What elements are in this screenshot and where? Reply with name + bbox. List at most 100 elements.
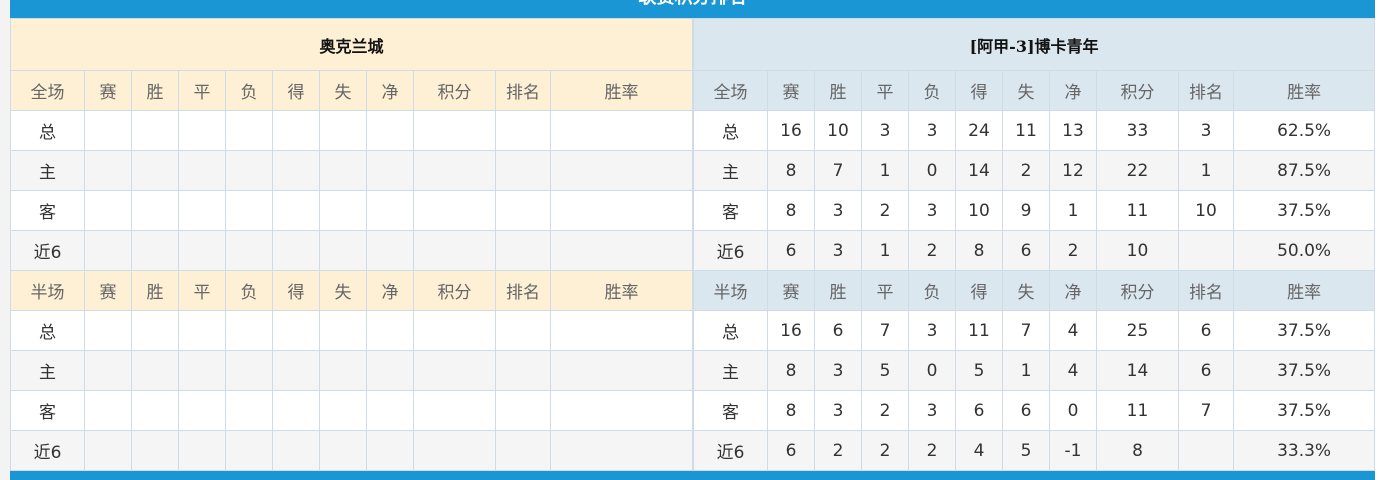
column-header: 得	[272, 270, 320, 311]
stat-cell	[84, 310, 132, 351]
stat-cell: 37.5%	[1232, 310, 1376, 351]
stat-cell: 0	[908, 150, 956, 191]
stat-cell: 1	[1178, 150, 1234, 191]
stat-cell	[413, 150, 496, 191]
stat-cell: 1	[861, 150, 909, 191]
column-header: 胜率	[1232, 270, 1376, 311]
table-row: 主 8 7 1 0 14 2 12 22 1 87.5%	[693, 150, 1376, 191]
team-name: [阿甲-3]博卡青年	[692, 18, 1376, 71]
column-header: 半场	[693, 270, 768, 311]
stat-cell: 24	[955, 110, 1003, 151]
column-header: 负	[908, 270, 956, 311]
column-header: 全场	[10, 70, 85, 111]
column-header: 胜率	[1232, 70, 1376, 111]
stat-cell: 2	[1049, 230, 1097, 271]
stat-cell: 1	[1002, 350, 1050, 391]
column-header: 积分	[413, 270, 496, 311]
stat-cell	[131, 430, 179, 471]
stat-cell	[272, 430, 320, 471]
stat-cell	[319, 110, 367, 151]
stat-cell: 22	[1096, 150, 1179, 191]
stat-cell	[225, 310, 273, 351]
row-label: 客	[693, 390, 768, 431]
column-header: 赛	[767, 70, 815, 111]
column-header: 积分	[1096, 70, 1179, 111]
stat-cell	[178, 430, 226, 471]
stat-cell: 11	[1002, 110, 1050, 151]
stat-cell	[413, 430, 496, 471]
stat-cell	[413, 190, 496, 231]
column-header: 全场	[693, 70, 768, 111]
column-header: 平	[178, 270, 226, 311]
stat-cell	[495, 230, 551, 271]
table-row: 总	[10, 310, 694, 351]
stat-cell: 6	[767, 230, 815, 271]
table-row: 客 8 3 2 3 6 6 0 11 7 37.5%	[693, 390, 1376, 431]
stat-cell: 9	[1002, 190, 1050, 231]
column-header: 净	[1049, 70, 1097, 111]
stat-cell	[84, 190, 132, 231]
stat-cell	[84, 230, 132, 271]
stat-cell: 5	[1002, 430, 1050, 471]
stat-cell	[272, 390, 320, 431]
stat-cell: 2	[908, 230, 956, 271]
stat-cell	[131, 390, 179, 431]
stat-cell	[549, 150, 694, 191]
stat-cell: 10	[1178, 190, 1234, 231]
team-name-row: 奥克兰城	[9, 18, 694, 71]
stat-cell	[272, 110, 320, 151]
column-header: 负	[908, 70, 956, 111]
stat-cell: 3	[814, 190, 862, 231]
stat-cell	[495, 150, 551, 191]
row-label: 近6	[10, 430, 85, 471]
row-label: 近6	[10, 230, 85, 271]
stat-cell	[366, 190, 414, 231]
stat-cell	[549, 230, 694, 271]
stat-cell: -1	[1049, 430, 1097, 471]
stat-cell	[366, 350, 414, 391]
stat-cell	[549, 430, 694, 471]
stat-cell	[131, 190, 179, 231]
column-header: 积分	[1096, 270, 1179, 311]
column-header: 失	[319, 270, 367, 311]
column-header: 得	[955, 270, 1003, 311]
stat-cell: 37.5%	[1232, 190, 1376, 231]
stat-cell: 7	[1002, 310, 1050, 351]
row-label: 客	[693, 190, 768, 231]
column-header: 得	[955, 70, 1003, 111]
stat-cell: 3	[908, 310, 956, 351]
full-header-row: 全场赛胜平负得失净积分 排名 胜率	[693, 70, 1376, 111]
stat-cell	[549, 190, 694, 231]
table-row: 主 8 3 5 0 5 1 4 14 6 37.5%	[693, 350, 1376, 391]
stat-cell	[272, 230, 320, 271]
column-header: 排名	[1178, 270, 1234, 311]
stat-cell	[413, 350, 496, 391]
stat-cell: 6	[955, 390, 1003, 431]
stat-cell	[272, 150, 320, 191]
table-row: 近6	[10, 230, 694, 271]
stat-cell	[84, 350, 132, 391]
stat-cell	[131, 310, 179, 351]
stat-cell: 8	[767, 190, 815, 231]
column-header: 排名	[495, 70, 551, 111]
stat-cell: 8	[767, 150, 815, 191]
column-header: 半场	[10, 270, 85, 311]
stat-cell: 33.3%	[1232, 430, 1376, 471]
stat-cell	[495, 190, 551, 231]
column-header: 赛	[84, 70, 132, 111]
stat-cell: 25	[1096, 310, 1179, 351]
stat-cell	[272, 350, 320, 391]
stat-cell	[1178, 430, 1234, 471]
stat-cell	[549, 350, 694, 391]
stat-cell: 5	[955, 350, 1003, 391]
column-header: 排名	[495, 270, 551, 311]
stat-cell	[319, 310, 367, 351]
column-header: 胜率	[549, 270, 694, 311]
column-header: 平	[178, 70, 226, 111]
stat-cell: 50.0%	[1232, 230, 1376, 271]
column-header: 赛	[767, 270, 815, 311]
stat-cell	[495, 110, 551, 151]
stat-cell	[319, 190, 367, 231]
column-header: 得	[272, 70, 320, 111]
stat-cell: 3	[908, 390, 956, 431]
